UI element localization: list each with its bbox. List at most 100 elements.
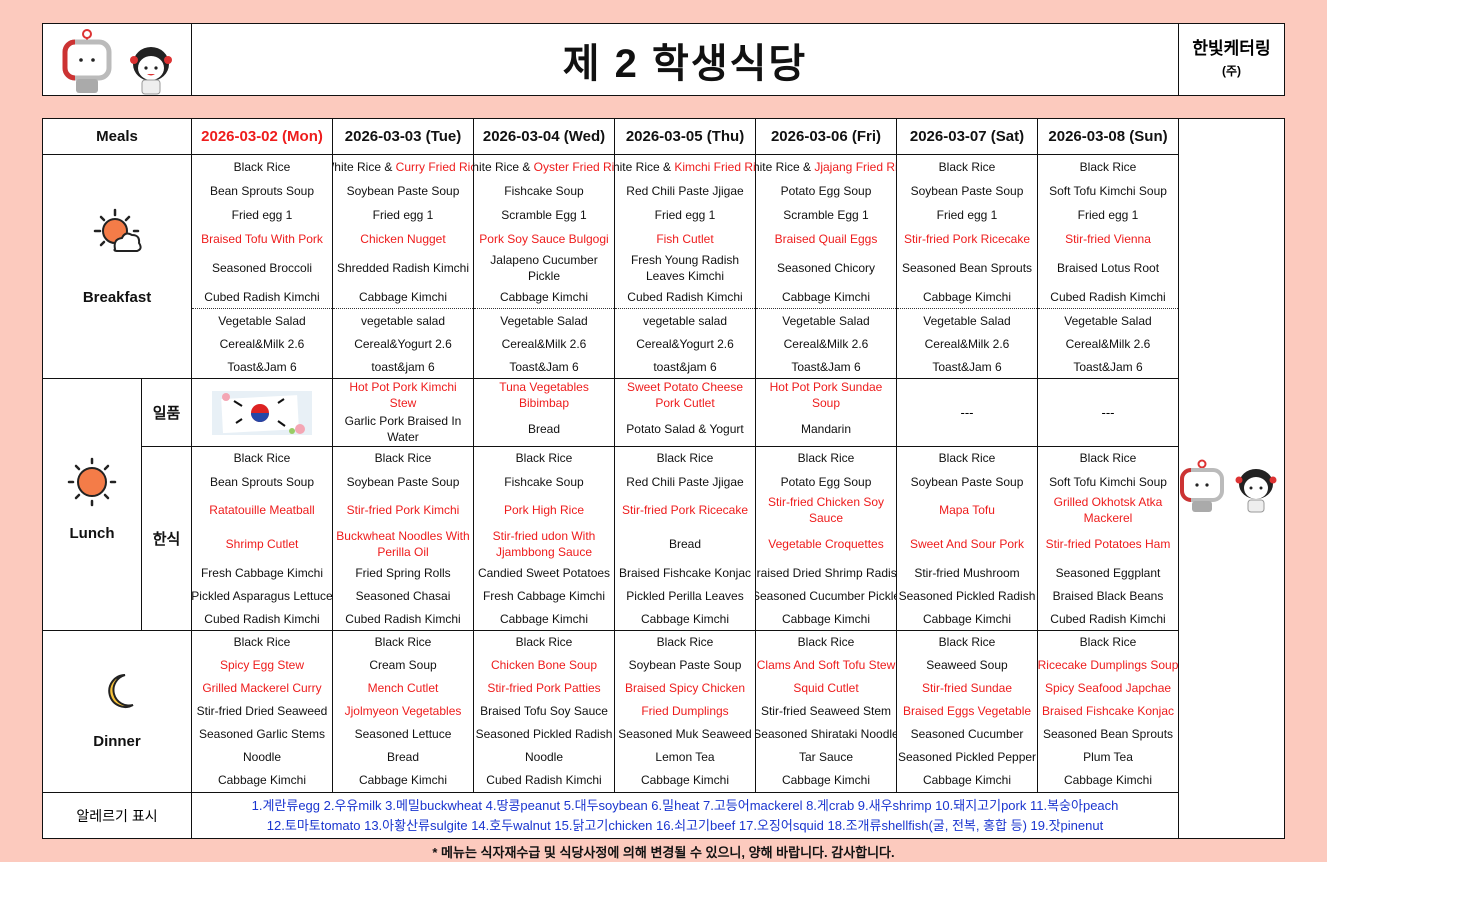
menu-item: Toast&Jam 6 [474,355,614,378]
menu-item-text: Seasoned Garlic Stems [198,726,326,741]
menu-item-base: White Rice & [756,159,811,174]
menu-item-text: Fried egg 1 [372,208,434,222]
menu-item-text: Black Rice [656,451,714,465]
menu-item-text: Black Rice [938,451,996,465]
menu-item-text: Spicy Seafood Japchae [1045,680,1171,696]
breakfast-menu-cell: White Rice & Kimchi Fried Rice Red Chili … [614,154,756,379]
menu-item-text: Toast&Jam 6 [509,359,579,374]
menu-item-text: Stir-fried udon With Jjambbong Sauce [476,528,612,560]
allergy-line-1: 1.계란류egg 2.우유milk 3.메밀buckwheat 4.땅콩pean… [251,797,1119,813]
menu-item-text: Grilled Mackerel Curry [202,680,321,696]
menu-item-base: White Rice & [615,159,671,174]
menu-item-text: Chicken Bone Soup [491,657,597,673]
menu-item-highlight: Stir-fried udon With Jjambbong Sauce [492,528,596,559]
dinner-menu-cell: Black Rice Clams And Soft Tofu Stew Squid … [755,630,897,793]
menu-item: Cabbage Kimchi [897,285,1037,308]
menu-item-text: Fried egg 1 [1077,208,1139,222]
menu-item-text: Seasoned Lettuce [354,726,452,741]
moon-icon [108,674,134,708]
menu-item-highlight: Sweet Potato Cheese Pork Cutlet [626,380,744,410]
menu-item: Soybean Paste Soup [333,179,473,203]
menu-item-text: Spicy Egg Stew [220,657,304,673]
menu-item: Cereal&Milk 2.6 [1038,332,1178,355]
menu-item: Seasoned Garlic Stems [192,722,332,745]
lunch-korean-cell: Black Rice Red Chili Paste Jjigae Stir-fri… [614,446,756,631]
menu-item: Pickled Asparagus Lettuce [192,584,332,607]
menu-item-highlight: Pork Soy Sauce Bulgogi [479,232,609,246]
day-header: 2026-03-02 (Mon) [191,118,333,155]
menu-item-text: Bean Sprouts Soup [209,184,315,198]
lunch-special-cell: Sweet Potato Cheese Pork Cutlet Potato Sa… [614,378,756,447]
mascot-icon [1180,459,1277,513]
menu-item-text: White Rice & Curry Fried Rice [333,159,473,175]
mascot-logo-icon [62,29,172,95]
menu-item: Ricecake Dumplings Soup [1038,653,1178,676]
menu-item: Black Rice [615,447,755,470]
menu-item: Garlic Pork Braised In Water [333,412,473,446]
menu-item: Black Rice [1038,447,1178,470]
menu-item-highlight: Braised Fishcake Konjac [1041,703,1175,718]
lunch-special-label-cell: 일품 [141,378,192,447]
menu-item: Mandarin [756,412,896,446]
menu-item: Soft Tofu Kimchi Soup [1038,470,1178,493]
menu-item-text: Stir-fried Pork Kimchi [347,502,460,518]
menu-item-highlight: Jjajang Fried Rice [814,159,897,174]
menu-item-text: Seaweed Soup [926,657,1008,672]
menu-item: Cabbage Kimchi [1038,768,1178,792]
menu-item-text: Black Rice [233,159,291,174]
menu-item-text: Seasoned Shirataki Noodle [755,726,897,741]
menu-item-text: Stir-fried Chicken Soy Sauce [758,494,894,526]
day-header-label: 2026-03-06 (Fri) [770,128,882,145]
menu-item-text: Cream Soup [369,657,437,672]
menu-item-text: Black Rice [515,451,573,465]
menu-item-text: Potato Egg Soup [780,184,872,198]
menu-item-text: Braised Black Beans [1052,588,1164,603]
menu-item: Pork High Rice [474,493,614,526]
menu-item-highlight: Stir-fried Pork Patties [487,680,601,695]
menu-item-text: Seasoned Eggplant [1055,565,1161,580]
menu-item: Cereal&Milk 2.6 [192,332,332,355]
menu-item: Black Rice [615,631,755,653]
menu-item: Stir-fried Vienna [1038,227,1178,251]
menu-item: Cereal&Milk 2.6 [756,332,896,355]
menu-item-highlight: Fried Dumplings [641,703,729,718]
menu-item: Toast&Jam 6 [192,355,332,378]
breakfast-menu-cell: White Rice & Curry Fried Rice Soybean Pas… [332,154,474,379]
company-suffix: (주) [1221,63,1242,78]
menu-item-text: Stir-fried Pork Patties [487,680,600,696]
menu-item-text: Stir-fried Seaweed Stem [760,703,892,718]
menu-item-text: Potato Egg Soup [780,474,872,489]
menu-item: Black Rice [192,631,332,653]
menu-item: Black Rice [1038,631,1178,653]
breakfast-menu-cell: White Rice & Oyster Fried Rice Fishcake S… [473,154,615,379]
menu-item: Sweet And Sour Pork [897,526,1037,561]
menu-item: Black Rice [333,447,473,470]
menu-item-highlight: Grilled Okhotsk Atka Mackerel [1053,494,1163,525]
lunch-label-cell: Lunch [42,378,142,631]
lunch-special-cell: Hot Pot Pork Sundae Soup Mandarin [755,378,897,447]
menu-item-text: Braised Tofu With Pork [201,231,323,247]
menu-item-text: Jalapeno Cucumber Pickle [490,253,598,283]
menu-item: Hot Pot Pork Kimchi Stew [333,379,473,412]
menu-item: Stir-fried Pork Ricecake [615,493,755,526]
menu-item-highlight: Stir-fried Pork Kimchi [346,502,460,517]
menu-item: Candied Sweet Potatoes [474,561,614,584]
menu-item: Braised Quail Eggs [756,227,896,251]
day-header: 2026-03-04 (Wed) [473,118,615,155]
menu-item-text: Seasoned Bean Sprouts [901,261,1033,275]
dinner-label: Dinner [93,733,141,750]
menu-item: Cabbage Kimchi [615,607,755,630]
menu-item: vegetable salad [615,308,755,333]
menu-item: Seasoned Pickled Radish [897,584,1037,607]
menu-item-text: Cabbage Kimchi [358,773,448,787]
menu-item-highlight: Chicken Bone Soup [490,657,598,672]
menu-item-text: Black Rice [938,159,996,174]
menu-item-text: Pork Soy Sauce Bulgogi [479,231,608,247]
menu-item-text: Black Rice [515,634,573,649]
menu-item-text: Seasoned Muk Seaweed [618,726,752,741]
menu-item: Vegetable Salad [756,308,896,333]
menu-item: Fresh Cabbage Kimchi [192,561,332,584]
menu-item: Jjolmyeon Vegetables [333,699,473,722]
menu-item-text: Black Rice [374,634,432,649]
menu-item-highlight: Vegetable Croquettes [768,536,884,551]
